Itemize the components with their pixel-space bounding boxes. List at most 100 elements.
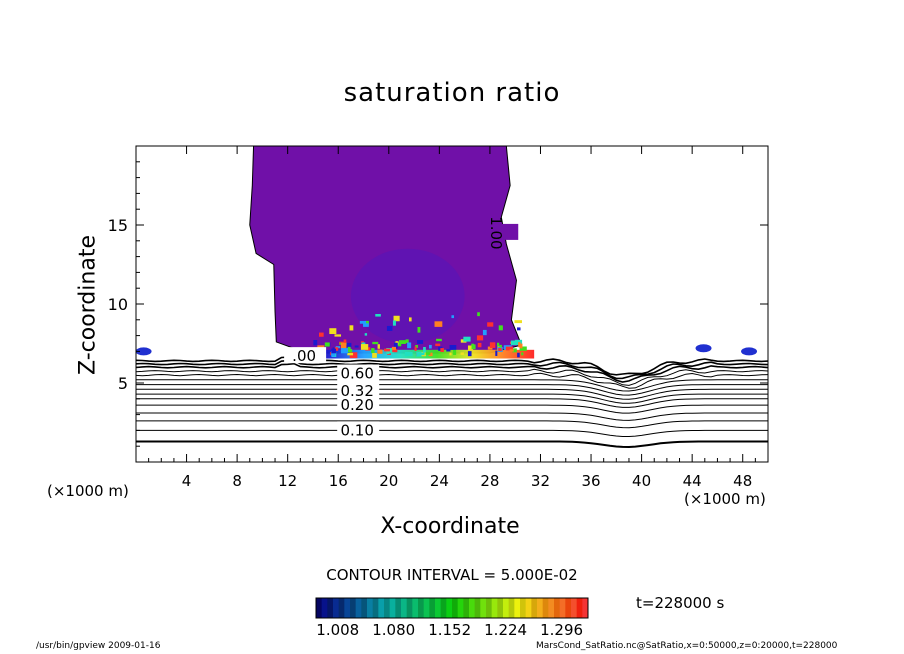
colorbar-segment	[491, 598, 498, 618]
x-tick-label: 12	[278, 472, 297, 490]
edge-blob	[695, 344, 712, 353]
saturation-speck	[467, 345, 474, 350]
saturation-speck	[377, 344, 380, 349]
colorbar-segment	[525, 598, 532, 618]
contour-label: 0.10	[340, 421, 373, 439]
contour-line	[136, 362, 768, 383]
colorbar-segment	[435, 598, 442, 618]
x-tick-label: 16	[329, 472, 348, 490]
saturation-speck	[517, 352, 520, 358]
saturation-speck	[383, 348, 390, 352]
saturation-speck	[498, 348, 502, 352]
saturation-speck	[407, 342, 412, 349]
colorbar-segment	[469, 598, 476, 618]
saturation-speck	[393, 315, 400, 322]
saturation-speck	[505, 346, 513, 351]
colorbar-segment	[440, 598, 447, 618]
contour-label-bg	[284, 347, 327, 364]
saturation-speck	[392, 349, 398, 353]
colorbar-segment	[582, 598, 589, 618]
x-unit-label: (×1000 m)	[684, 490, 766, 508]
colorbar-segment	[531, 598, 538, 618]
colorbar-segment	[361, 598, 368, 618]
saturation-speck	[518, 342, 521, 348]
saturation-speck	[514, 320, 523, 324]
saturation-speck	[497, 342, 500, 347]
x-axis-label: X-coordinate	[380, 514, 520, 539]
edge-blob	[136, 347, 152, 356]
contour-label-bg	[337, 396, 380, 413]
saturation-speck	[391, 346, 397, 350]
colorbar-segment	[406, 598, 413, 618]
saturation-speck	[375, 314, 381, 317]
saturation-speck	[429, 344, 432, 349]
saturation-speck	[365, 320, 369, 326]
saturation-speck	[435, 343, 441, 346]
saturation-speck	[364, 333, 368, 336]
saturation-speck	[449, 352, 452, 356]
saturation-speck	[519, 343, 523, 349]
colorbar-segment	[542, 598, 549, 618]
saturation-speck	[408, 317, 412, 322]
plume-core	[350, 248, 465, 344]
saturation-speck	[460, 352, 464, 355]
colorbar-segment	[429, 598, 436, 618]
colorbar-segment	[316, 598, 323, 618]
contour-label: 1.00	[487, 216, 505, 249]
saturation-speck	[510, 340, 519, 346]
colorbar-segment	[565, 598, 572, 618]
saturation-speck	[428, 352, 433, 357]
saturation-speck	[434, 321, 443, 327]
contour-line	[136, 412, 768, 421]
chart-title: saturation ratio	[343, 78, 561, 108]
time-label: t=228000 s	[636, 594, 725, 612]
x-tick-label: 48	[733, 472, 752, 490]
saturation-speck	[451, 315, 455, 319]
contour-label: 0.60	[340, 365, 373, 383]
saturation-speck	[438, 346, 443, 351]
saturation-speck	[345, 342, 352, 348]
y-tick-label: 10	[108, 295, 128, 314]
saturation-speck	[440, 348, 444, 352]
saturation-speck	[359, 320, 367, 324]
x-tick-label: 4	[182, 472, 192, 490]
saturation-speck	[340, 342, 347, 349]
colorbar-frame	[315, 597, 589, 619]
colorbar-segment	[559, 598, 566, 618]
colorbar-segment	[384, 598, 391, 618]
colorbar-segment	[446, 598, 453, 618]
saturation-speck	[399, 340, 406, 344]
saturation-speck	[334, 347, 339, 351]
x-tick-label: 36	[581, 472, 600, 490]
contour-label-bg	[337, 421, 380, 438]
footer-right: MarsCond_SatRatio.nc@SatRatio,x=0:50000,…	[536, 641, 838, 651]
saturation-speck	[318, 332, 324, 337]
contour-label-bg	[476, 223, 519, 240]
saturation-speck	[416, 340, 424, 344]
saturation-speck	[343, 339, 347, 343]
saturation-speck	[331, 350, 336, 357]
saturation-speck	[393, 342, 398, 349]
saturation-speck	[446, 349, 451, 352]
colorbar-segment	[333, 598, 340, 618]
saturation-speck	[371, 348, 375, 354]
colorbar-segment	[520, 598, 527, 618]
z-unit-label: (×1000 m)	[47, 482, 129, 500]
contour-line	[136, 404, 768, 414]
contour-line	[136, 384, 768, 396]
colorbar-segment	[480, 598, 487, 618]
colorbar-segment	[503, 598, 510, 618]
saturation-speck	[347, 352, 354, 356]
colorbar-segment	[576, 598, 583, 618]
saturation-speck	[360, 344, 369, 350]
y-tick-label: 15	[108, 216, 128, 235]
edge-blob	[741, 347, 758, 356]
colorbar-tick-label: 1.008	[316, 621, 359, 639]
saturation-speck	[405, 339, 409, 344]
colorbar-tick-label: 1.296	[540, 621, 583, 639]
footer-left: /usr/bin/gpview 2009-01-16	[36, 641, 161, 651]
saturation-speck	[477, 312, 480, 317]
colorbar-segment	[548, 598, 555, 618]
